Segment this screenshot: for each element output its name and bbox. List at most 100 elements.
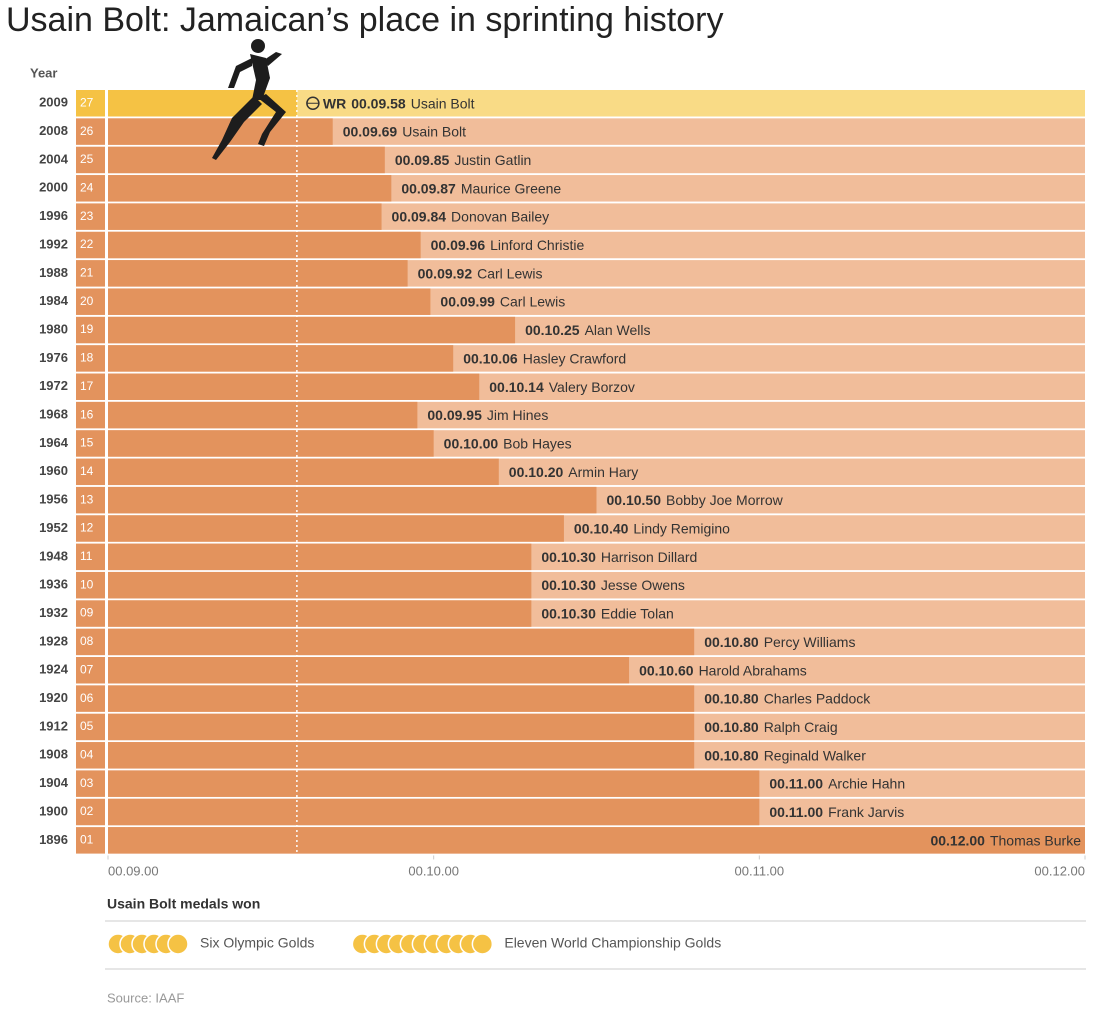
name-label: Carl Lewis	[477, 265, 542, 281]
rank-label: 10	[80, 577, 94, 591]
data-label: 00.10.80 Reginald Walker	[704, 747, 866, 763]
rank-label: 27	[80, 95, 94, 109]
y-tick-label: 1928	[39, 633, 68, 648]
rank-box	[76, 486, 105, 514]
x-tick-label: 00.10.00	[408, 863, 459, 878]
medal	[471, 933, 494, 955]
name-label: Bob Hayes	[503, 435, 571, 451]
bar	[108, 118, 333, 145]
y-tick-label: 1996	[39, 208, 68, 223]
rank-box	[76, 628, 105, 656]
x-tick-label: 00.09.00	[108, 863, 159, 878]
bar	[108, 798, 760, 826]
y-tick-label: 1924	[39, 662, 69, 677]
data-label: 00.10.14 Valery Borzov	[489, 378, 635, 394]
name-label: Jim Hines	[487, 407, 548, 423]
runner-icon	[212, 39, 286, 160]
data-label: 00.10.80 Ralph Craig	[704, 719, 837, 735]
y-tick-label: 2004	[39, 151, 69, 166]
value-label: 00.10.30	[541, 577, 596, 593]
name-label: Linford Christie	[490, 237, 584, 253]
rank-label: 08	[80, 634, 94, 648]
data-label: 00.09.84 Donovan Bailey	[392, 208, 550, 224]
bar	[108, 430, 434, 457]
x-tick-label: 00.11.00	[735, 863, 785, 878]
rank-label: 05	[80, 719, 94, 733]
y-tick-label: 1960	[39, 463, 68, 478]
bar	[108, 288, 431, 315]
rank-box	[76, 260, 105, 287]
value-label: 00.10.25	[525, 322, 580, 338]
legend-title: Usain Bolt medals won	[107, 896, 260, 912]
rank-label: 11	[80, 549, 93, 563]
data-label: 00.10.20 Armin Hary	[509, 464, 639, 480]
rank-label: 09	[80, 606, 94, 620]
chart-title: Usain Bolt: Jamaican’s place in sprintin…	[6, 1, 724, 39]
rank-label: 21	[80, 266, 94, 280]
data-label: 00.09.99 Carl Lewis	[440, 293, 565, 309]
value-label: 00.10.30	[541, 605, 596, 621]
rank-label: 07	[80, 662, 94, 676]
value-label: 00.09.85	[395, 152, 450, 168]
value-label: 00.10.80	[704, 747, 759, 763]
rank-box	[76, 146, 105, 174]
value-label: 00.09.99	[440, 293, 495, 309]
y-tick-label: 1956	[39, 492, 68, 507]
data-label: 00.09.87 Maurice Greene	[401, 180, 561, 196]
data-label: WR 00.09.58 Usain Bolt	[323, 95, 475, 111]
rank-box	[76, 373, 105, 400]
rank-label: 25	[80, 152, 94, 166]
name-label: Bobby Joe Morrow	[666, 492, 784, 508]
rank-box	[76, 430, 105, 457]
name-label: Jesse Owens	[601, 577, 685, 593]
rank-box	[76, 175, 105, 202]
rank-label: 01	[80, 833, 94, 847]
data-label: 00.10.60 Harold Abrahams	[639, 662, 807, 678]
data-label: 00.11.00 Archie Hahn	[769, 775, 905, 791]
y-tick-label: 1920	[39, 690, 68, 705]
name-label: Hasley Crawford	[523, 350, 626, 366]
value-label: 00.10.80	[704, 634, 759, 650]
rank-label: 16	[80, 407, 94, 421]
y-tick-label: 1932	[39, 605, 68, 620]
name-label: Percy Williams	[764, 634, 856, 650]
rank-label: 02	[80, 804, 94, 818]
value-label: 00.09.95	[427, 407, 482, 423]
name-label: Frank Jarvis	[828, 804, 904, 820]
y-tick-label: 1936	[39, 577, 68, 592]
rank-label: 24	[80, 180, 94, 194]
bar	[108, 770, 760, 797]
data-label: 00.09.95 Jim Hines	[427, 407, 548, 423]
rank-box	[76, 231, 105, 259]
value-label: 00.09.69	[343, 123, 398, 139]
rank-box	[76, 118, 105, 145]
rank-label: 06	[80, 691, 94, 705]
rank-box	[76, 798, 105, 826]
name-label: Carl Lewis	[500, 293, 565, 309]
data-label: 00.09.96 Linford Christie	[431, 237, 585, 253]
bar	[108, 628, 695, 656]
value-label: 00.10.30	[541, 549, 596, 565]
legend: Six Olympic Golds Eleven World Championsh…	[107, 933, 721, 955]
value-label: 00.11.00	[769, 804, 823, 820]
data-label: 00.09.85 Justin Gatlin	[395, 152, 532, 168]
data-label: 00.10.80 Percy Williams	[704, 634, 855, 650]
bar	[108, 685, 695, 712]
name-label: Valery Borzov	[549, 378, 635, 394]
name-label: Harrison Dillard	[601, 549, 697, 565]
value-label: 00.10.50	[607, 492, 662, 508]
name-label: Justin Gatlin	[454, 152, 531, 168]
bar	[108, 571, 532, 599]
value-label: 00.10.80	[704, 690, 759, 706]
rank-label: 18	[80, 351, 94, 365]
value-label: 00.10.06	[463, 350, 518, 366]
rank-label: 19	[80, 322, 94, 336]
legend-label: Eleven World Championship Golds	[504, 935, 721, 951]
bar	[108, 600, 532, 627]
rank-label: 04	[80, 747, 94, 761]
rank-box	[76, 685, 105, 712]
y-tick-label: 1984	[39, 293, 69, 308]
y-tick-label: 1896	[39, 832, 68, 847]
data-label: 00.10.40 Lindy Remigino	[574, 520, 730, 536]
